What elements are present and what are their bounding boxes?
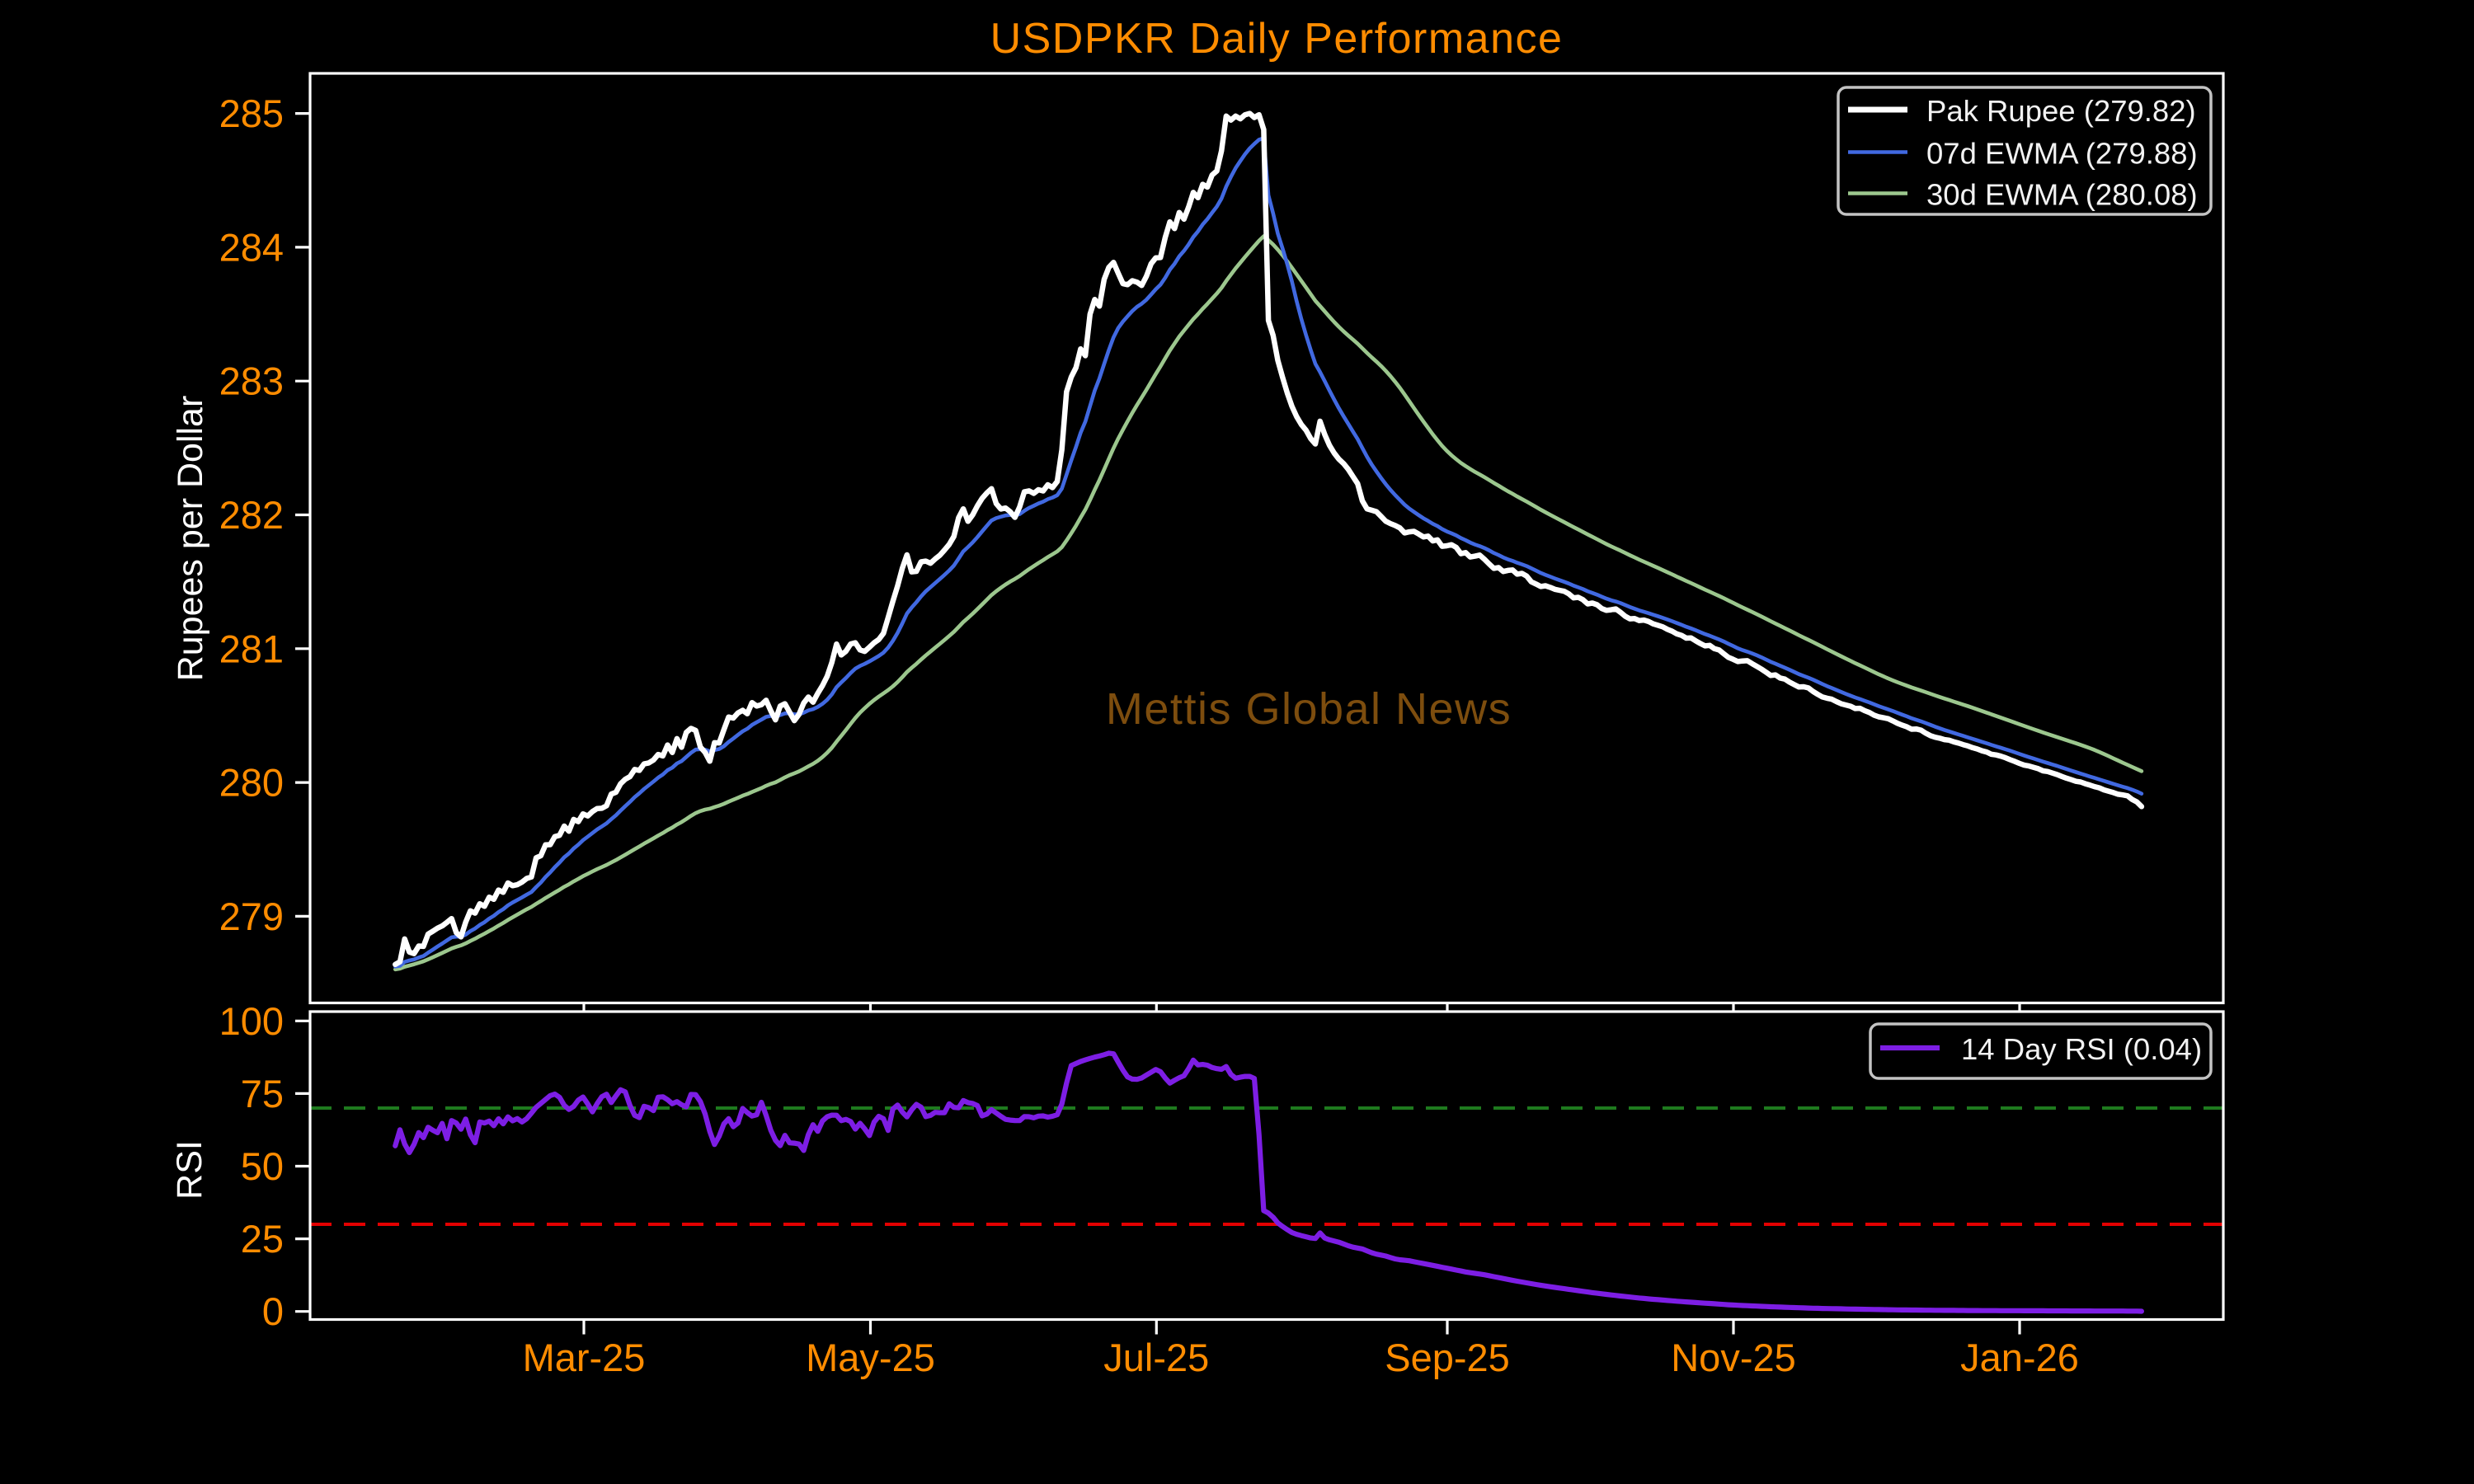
svg-text:0: 0 [262,1289,284,1333]
svg-text:30d EWMA (280.08): 30d EWMA (280.08) [1926,178,2198,212]
svg-text:281: 281 [219,627,284,670]
svg-text:Pak Rupee (279.82): Pak Rupee (279.82) [1926,94,2196,128]
svg-text:RSI: RSI [170,1140,209,1200]
svg-text:Rupees per Dollar: Rupees per Dollar [171,396,210,682]
svg-text:284: 284 [219,225,284,269]
svg-text:Mettis Global News: Mettis Global News [1106,684,1512,734]
svg-text:50: 50 [241,1144,284,1188]
svg-text:285: 285 [219,92,284,135]
svg-text:Mar-25: Mar-25 [523,1336,646,1379]
svg-text:USDPKR Daily Performance: USDPKR Daily Performance [990,15,1564,63]
svg-text:Nov-25: Nov-25 [1671,1336,1796,1379]
svg-text:282: 282 [219,493,284,537]
svg-text:07d EWMA (279.88): 07d EWMA (279.88) [1926,137,2198,171]
svg-text:Sep-25: Sep-25 [1385,1336,1510,1379]
svg-text:280: 280 [219,761,284,805]
svg-text:279: 279 [219,895,284,938]
svg-text:Jan-26: Jan-26 [1960,1336,2079,1379]
svg-text:May-25: May-25 [806,1336,935,1379]
svg-text:14 Day RSI (0.04): 14 Day RSI (0.04) [1961,1032,2202,1066]
svg-text:100: 100 [219,999,284,1043]
svg-text:Jul-25: Jul-25 [1103,1336,1209,1379]
svg-text:75: 75 [241,1072,284,1115]
svg-text:25: 25 [241,1217,284,1261]
svg-text:283: 283 [219,359,284,403]
